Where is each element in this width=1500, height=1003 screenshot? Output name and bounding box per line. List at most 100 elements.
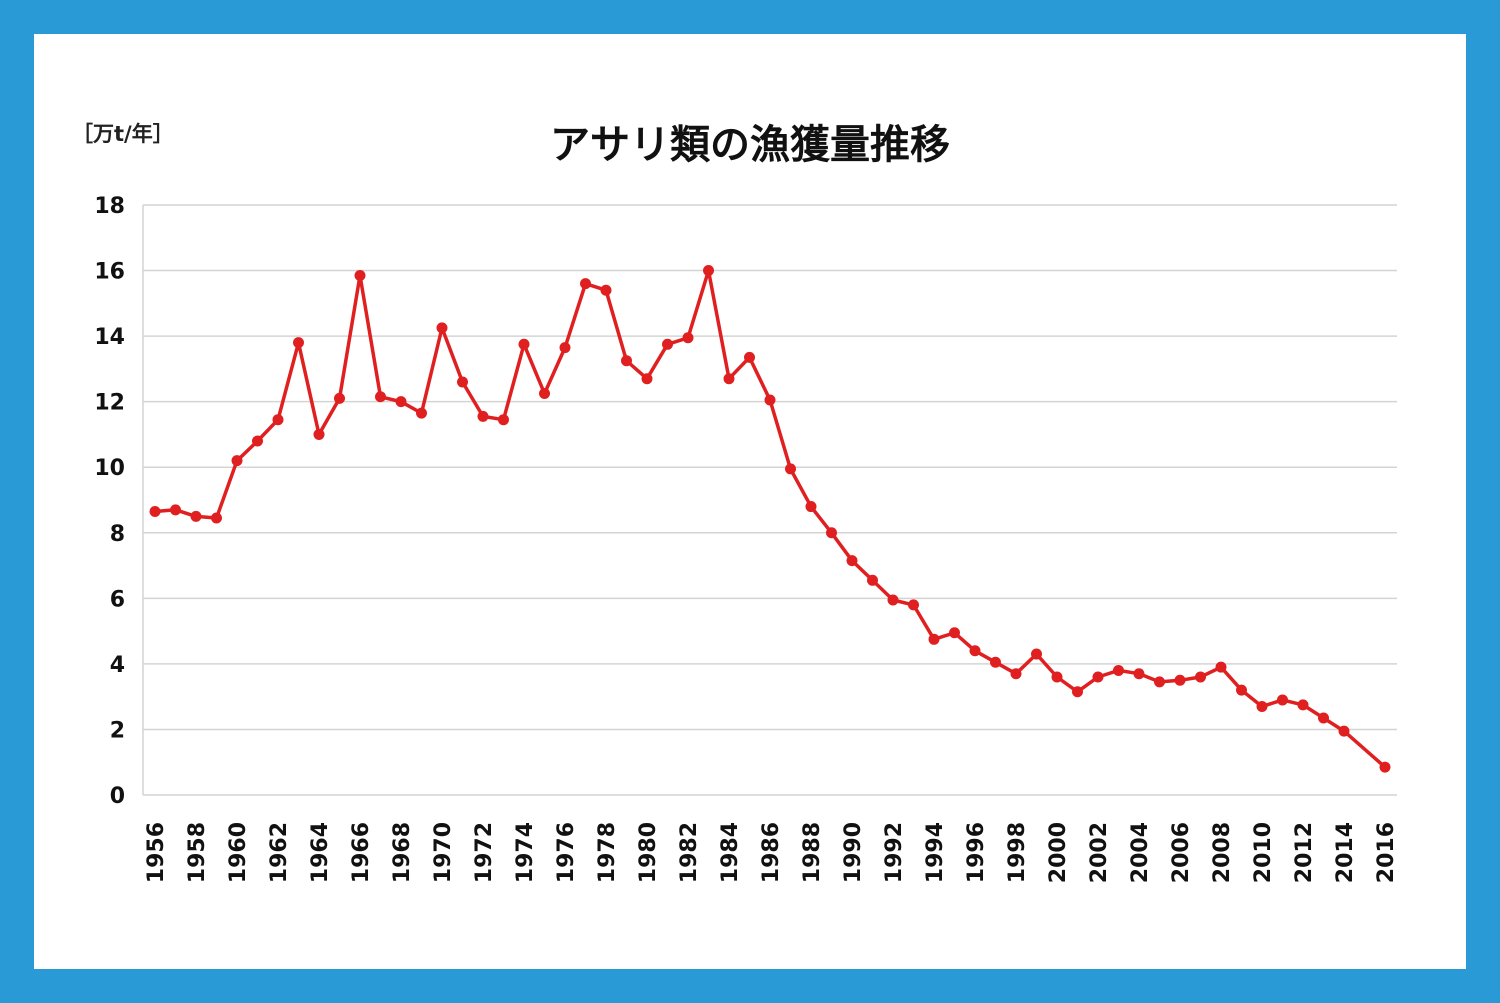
data-point <box>600 284 612 296</box>
x-tick-label: 1964 <box>308 822 333 883</box>
series-layer <box>149 265 1391 773</box>
data-point <box>170 504 181 516</box>
x-tick-label: 1968 <box>390 822 415 883</box>
y-tick-label: 16 <box>94 260 125 285</box>
y-tick-label: 0 <box>110 784 125 809</box>
data-point <box>641 373 653 385</box>
data-point <box>969 645 981 657</box>
x-tick-label: 1998 <box>1005 822 1030 883</box>
x-tick-label: 2012 <box>1292 822 1317 883</box>
data-point <box>949 627 960 639</box>
data-point <box>723 373 735 385</box>
data-point <box>785 463 796 475</box>
data-point <box>1215 661 1227 673</box>
data-point <box>539 387 550 399</box>
data-point <box>887 594 899 606</box>
x-tick-label: 2014 <box>1333 822 1358 883</box>
data-point <box>1031 648 1042 660</box>
data-point <box>846 555 858 567</box>
data-point <box>416 407 427 419</box>
x-tick-label: 2010 <box>1251 822 1276 883</box>
data-point <box>457 376 468 388</box>
chart-title: アサリ類の漁獲量推移 <box>550 122 950 168</box>
data-point <box>149 505 161 517</box>
data-point <box>498 414 509 426</box>
x-axis-ticks: 1956 1958 1960 1962 1964 1966 1968 1970 1972 1974… <box>144 822 1399 883</box>
data-point <box>744 351 755 363</box>
x-tick-label: 1966 <box>349 822 374 883</box>
y-tick-label: 4 <box>110 653 125 678</box>
data-point <box>1010 668 1022 680</box>
x-tick-label: 1982 <box>677 822 702 883</box>
x-tick-label: 1960 <box>226 822 251 883</box>
grid-lines <box>142 204 1397 796</box>
series-line <box>154 268 1387 769</box>
x-tick-label: 1984 <box>718 822 743 883</box>
data-point <box>1133 668 1145 680</box>
x-tick-label: 1958 <box>185 822 210 883</box>
data-point <box>908 599 919 611</box>
x-tick-label: 2004 <box>1128 822 1153 883</box>
data-point <box>805 501 817 513</box>
data-point <box>1174 674 1186 686</box>
data-point <box>621 355 632 367</box>
data-point <box>1113 664 1124 676</box>
data-point <box>1092 671 1104 683</box>
data-point <box>395 396 407 408</box>
x-tick-label: 2006 <box>1169 822 1194 883</box>
data-point <box>1154 676 1165 688</box>
x-tick-label: 1980 <box>636 822 661 883</box>
x-tick-label: 1962 <box>267 822 292 883</box>
data-point <box>477 410 489 422</box>
data-point <box>580 278 591 290</box>
data-point <box>293 337 304 349</box>
data-point <box>1318 712 1329 724</box>
x-tick-label: 1974 <box>513 822 538 883</box>
x-tick-label: 1972 <box>472 822 497 883</box>
y-tick-label: 14 <box>94 325 125 350</box>
data-point <box>354 269 366 281</box>
y-axis-unit-label: ［万t/年］ <box>72 122 174 146</box>
data-point <box>990 656 1001 668</box>
y-tick-label: 18 <box>94 194 125 219</box>
x-tick-label: 2002 <box>1087 822 1112 883</box>
data-point <box>190 510 202 522</box>
data-point <box>272 414 284 426</box>
data-point <box>559 342 571 354</box>
x-tick-label: 1978 <box>595 822 620 883</box>
data-point <box>928 633 940 645</box>
data-point <box>682 332 694 344</box>
data-point <box>211 512 222 524</box>
data-point <box>436 322 448 334</box>
chart-card <box>34 34 1466 969</box>
x-tick-label: 1992 <box>882 822 907 883</box>
data-point <box>764 394 776 406</box>
data-point <box>1072 686 1083 698</box>
x-tick-label: 1976 <box>554 822 579 883</box>
y-tick-label: 8 <box>110 522 125 547</box>
x-tick-label: 1970 <box>431 822 456 883</box>
y-tick-label: 12 <box>94 391 125 416</box>
x-tick-label: 1996 <box>964 822 989 883</box>
data-point <box>1297 699 1309 711</box>
data-point <box>1236 684 1247 696</box>
data-point <box>1338 725 1350 737</box>
x-tick-label: 1994 <box>923 822 948 883</box>
x-tick-label: 2016 <box>1374 822 1399 883</box>
data-point <box>1256 701 1268 712</box>
y-axis-ticks: 0 2 4 6 8 10 12 14 16 18 <box>94 194 125 809</box>
data-point <box>375 391 386 403</box>
data-point <box>1379 761 1391 773</box>
data-point <box>313 428 325 440</box>
data-point <box>1195 671 1206 683</box>
data-point <box>662 338 673 350</box>
data-point <box>518 338 530 350</box>
data-point <box>1051 671 1063 683</box>
x-tick-label: 2000 <box>1046 822 1071 883</box>
data-point <box>334 392 345 404</box>
x-tick-label: 1990 <box>841 822 866 883</box>
y-tick-label: 6 <box>110 587 125 612</box>
x-tick-label: 1988 <box>800 822 825 883</box>
data-point <box>826 527 837 539</box>
